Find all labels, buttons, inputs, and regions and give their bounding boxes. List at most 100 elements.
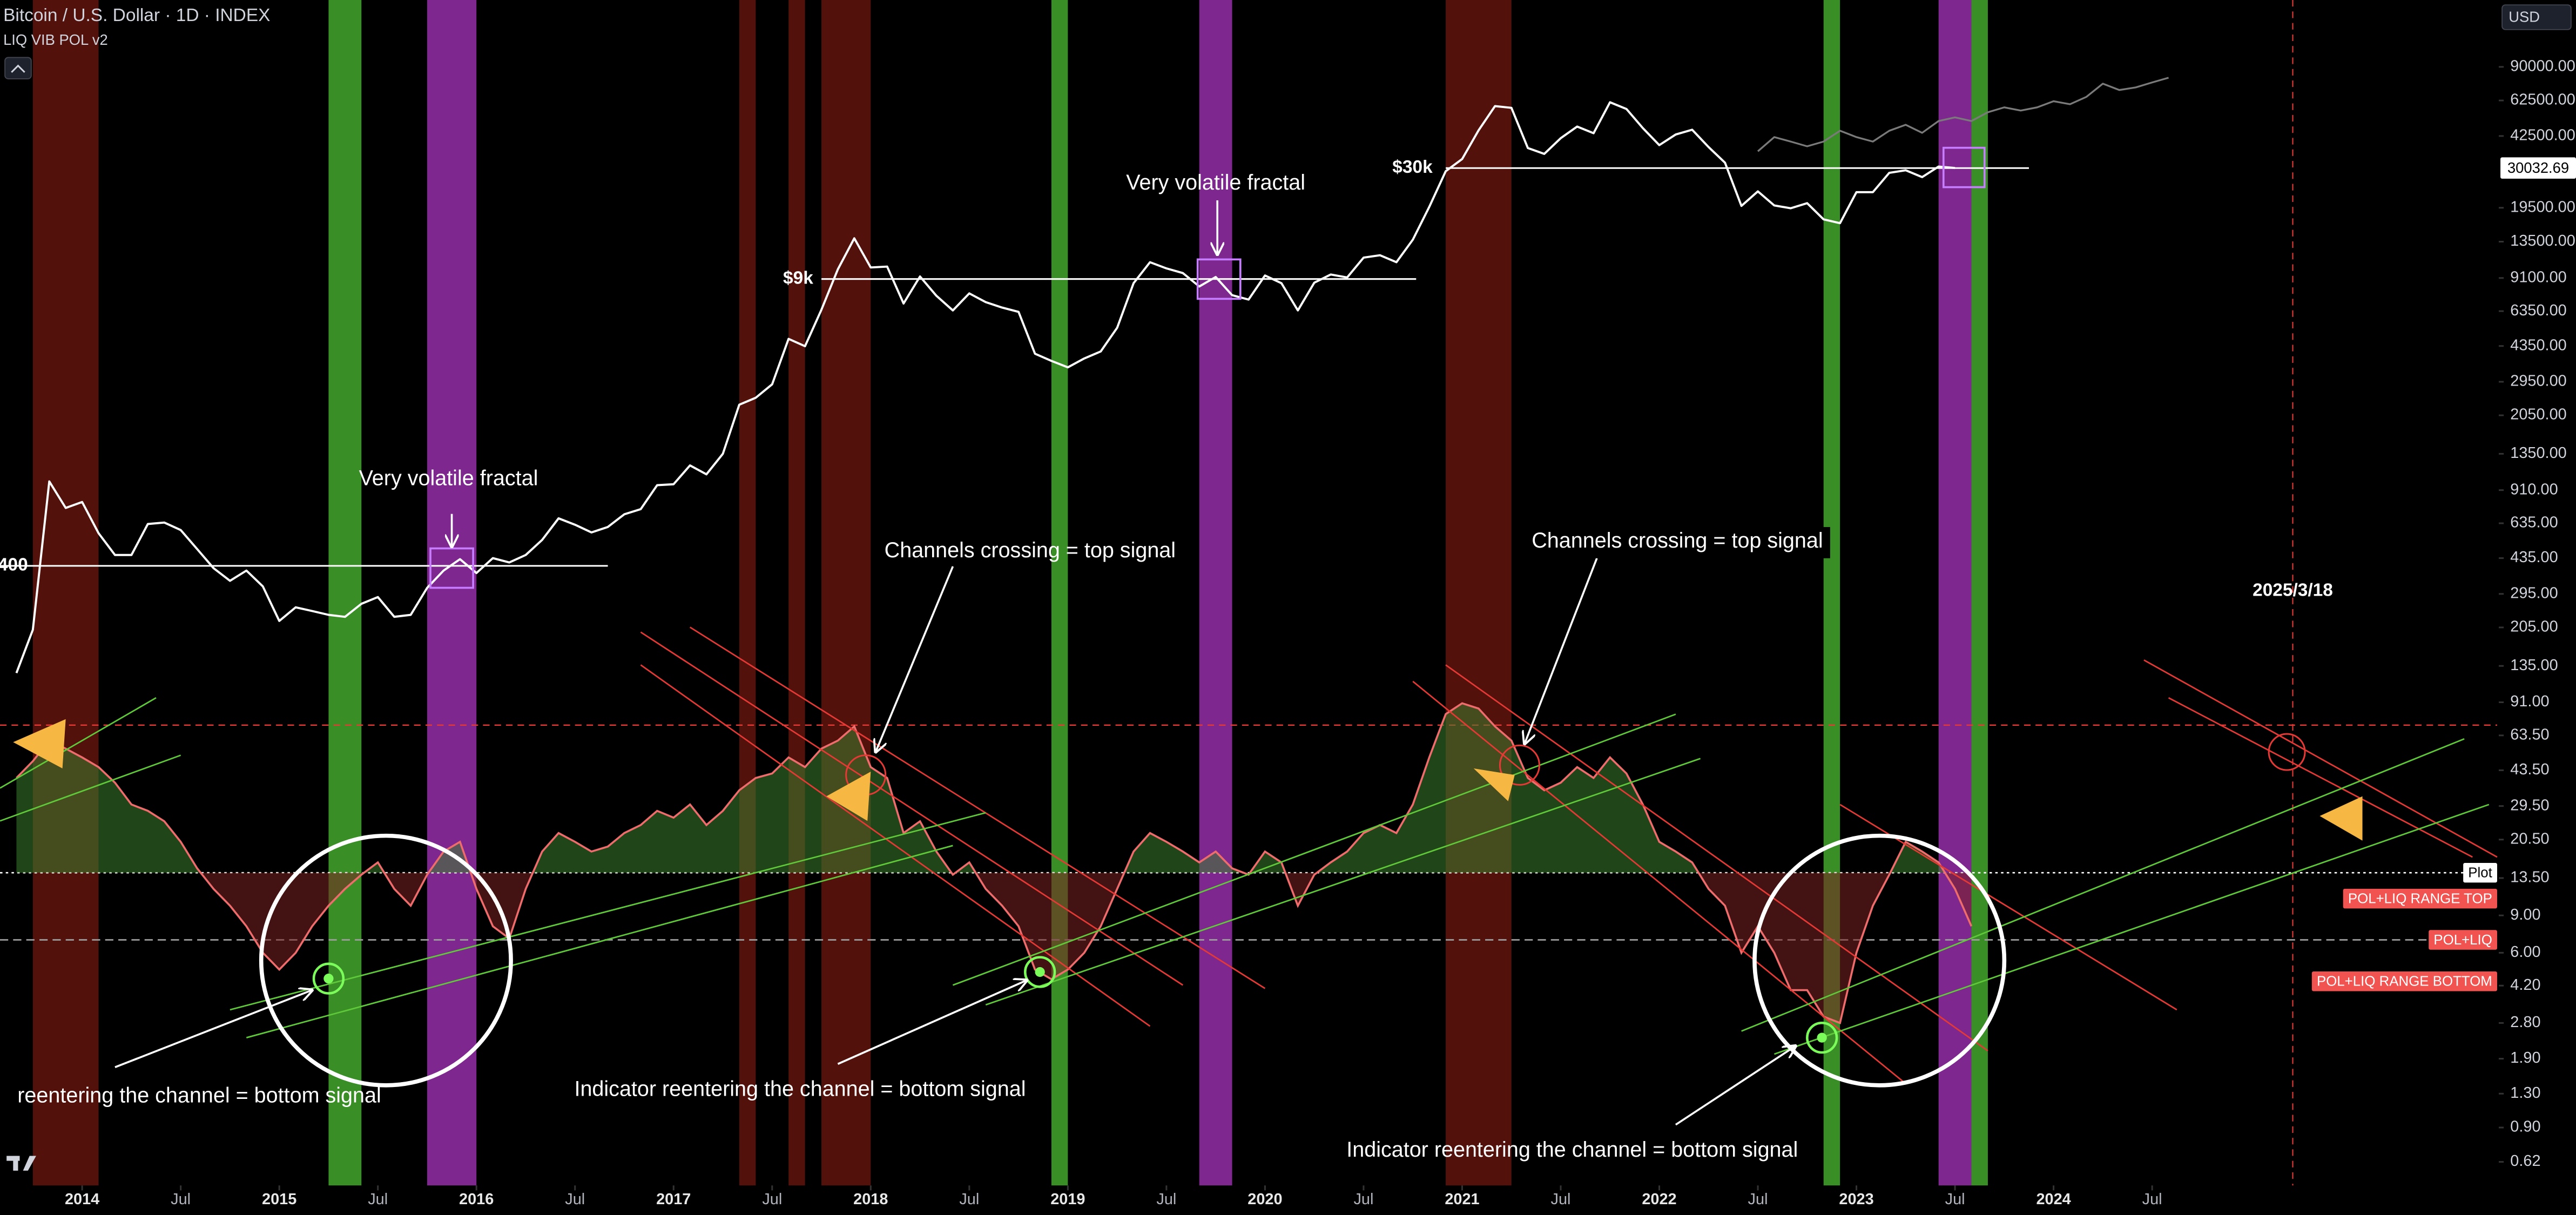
- channel-line: [1741, 738, 2465, 1032]
- signal-dot: [323, 974, 334, 984]
- channel-line: [0, 754, 181, 822]
- level-label: Plot: [2468, 866, 2492, 881]
- x-tick-label: Jul: [565, 1191, 585, 1208]
- x-tick-label: 2017: [656, 1191, 691, 1208]
- indicator-line: [16, 702, 1973, 1024]
- y-tick-label: 2050.00: [2510, 406, 2566, 423]
- y-tick-label: 0.62: [2510, 1152, 2540, 1170]
- y-tick-label: 2950.00: [2510, 373, 2566, 390]
- time-band: [1971, 0, 1988, 1186]
- y-tick-label: 63.50: [2510, 726, 2549, 743]
- highlight-box: [429, 547, 474, 589]
- price-level-label: $9k: [783, 268, 813, 288]
- arrow: [1525, 558, 1598, 744]
- level-label-box: [2343, 888, 2497, 909]
- y-tick-label: 910.00: [2510, 481, 2558, 498]
- y-tick-label: 1.90: [2510, 1049, 2540, 1066]
- triangle: [1473, 768, 1515, 801]
- channel-line: [246, 845, 953, 1038]
- y-tick-label: 1.30: [2510, 1084, 2540, 1102]
- highlight-circle: [259, 833, 513, 1088]
- arrow: [114, 990, 312, 1069]
- collapse-icon: [11, 64, 25, 73]
- x-tick-label: 2019: [1050, 1191, 1085, 1208]
- arrow: [875, 566, 954, 752]
- triangle: [2319, 796, 2363, 841]
- y-tick-label: 43.50: [2510, 761, 2549, 778]
- signal-dot: [1035, 967, 1045, 977]
- highlight-box: [1942, 146, 1986, 188]
- price-level-label: 400: [0, 555, 28, 575]
- channel-line: [640, 631, 1184, 986]
- y-tick-label: 295.00: [2510, 584, 2558, 602]
- x-tick-label: Jul: [1156, 1191, 1176, 1208]
- highlight-circle: [1752, 833, 2007, 1088]
- annotation-background: [1525, 527, 1830, 558]
- collapse-button[interactable]: [4, 57, 32, 79]
- y-tick-label: 62500.00: [2510, 91, 2575, 109]
- y-tick-label: 6.00: [2510, 943, 2540, 961]
- y-tick-label: 29.50: [2510, 796, 2549, 814]
- time-band: [328, 0, 362, 1186]
- time-band: [32, 0, 99, 1186]
- currency-button[interactable]: [2501, 4, 2572, 30]
- x-tick-label: 2020: [1247, 1191, 1282, 1208]
- channel-line: [230, 812, 986, 1011]
- x-tick-label: Jul: [1551, 1191, 1571, 1208]
- x-tick-label: Jul: [1748, 1191, 1768, 1208]
- channel-line: [640, 664, 1151, 1027]
- channel-line: [2168, 697, 2473, 858]
- indicator-name: LIQ VIB POL v2: [3, 31, 108, 48]
- time-band: [739, 0, 756, 1186]
- level-label: POL+LIQ: [2433, 933, 2492, 948]
- time-band: [788, 0, 805, 1186]
- top-circle: [1499, 744, 1540, 786]
- annotation: Channels crossing = top signal: [885, 538, 1176, 562]
- time-band: [1446, 0, 1512, 1186]
- price-layer: 400 $9k $30k: [0, 77, 2169, 674]
- x-tick-label: 2023: [1839, 1191, 1873, 1208]
- y-tick-label: 19500.00: [2510, 198, 2575, 215]
- y-tick-label: 0.90: [2510, 1118, 2540, 1136]
- axes: Plot POL+LIQ RANGE TOP POL+LIQ POL+LIQ RANG…: [65, 57, 2576, 1208]
- level-label: POL+LIQ RANGE BOTTOM: [2317, 974, 2492, 989]
- y-tick-label: 42500.00: [2510, 126, 2575, 144]
- chart-title: Bitcoin / U.S. Dollar · 1D · INDEX: [3, 5, 270, 25]
- top-circle: [2268, 733, 2306, 771]
- x-tick-label: Jul: [959, 1191, 979, 1208]
- y-tick-label: 2.80: [2510, 1014, 2540, 1031]
- x-tick-label: Jul: [1945, 1191, 1965, 1208]
- level-label-box: [2463, 862, 2497, 883]
- y-tick-label: 90000.00: [2510, 57, 2575, 75]
- x-tick-label: Jul: [2142, 1191, 2162, 1208]
- y-tick-label: 1350.00: [2510, 444, 2566, 462]
- last-price-box: [2500, 157, 2576, 179]
- y-tick-label: 13500.00: [2510, 232, 2575, 249]
- annotation: Indicator reentering the channel = botto…: [574, 1077, 1026, 1101]
- y-tick-label: 6350.00: [2510, 302, 2566, 319]
- level-label-box: [2311, 971, 2497, 991]
- currency: USD: [2508, 9, 2540, 25]
- time-band: [1199, 0, 1232, 1186]
- triangle: [826, 772, 871, 821]
- y-tick-label: 4350.00: [2510, 336, 2566, 354]
- signal-circle: [1806, 1021, 1838, 1054]
- indicator-fill-above: [16, 703, 1972, 873]
- time-band: [1051, 0, 1068, 1186]
- indicator: [16, 702, 1973, 1024]
- channel-line: [1412, 680, 1906, 1084]
- logo: [6, 1156, 36, 1171]
- triangle: [13, 719, 66, 768]
- channel-line: [985, 758, 1701, 1006]
- logo-part: [23, 1156, 36, 1171]
- channel-line: [2143, 659, 2498, 858]
- channel-line: [952, 713, 1676, 986]
- channel-lines: [0, 626, 2498, 1084]
- signal-circle: [312, 962, 345, 995]
- x-tick-label: Jul: [368, 1191, 388, 1208]
- channel-line: [1445, 664, 1988, 1052]
- annotation-shapes: [13, 146, 2363, 1126]
- y-tick-label: 205.00: [2510, 618, 2558, 636]
- y-tick-label: 635.00: [2510, 514, 2558, 531]
